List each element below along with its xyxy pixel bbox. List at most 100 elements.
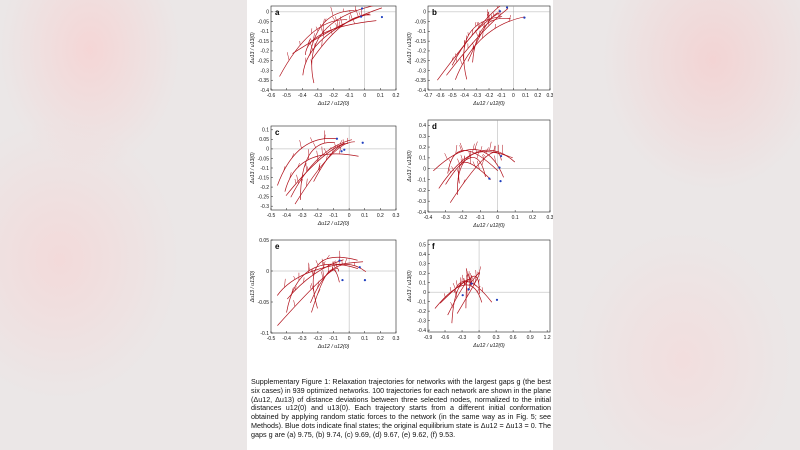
- panel-a: a -0.6 -0.5 -0.4 -0.3 -0.2 -0.1 0 0.1 0.2 0 -0.05 -0…: [250, 0, 400, 107]
- y-tick-label: 0: [423, 290, 426, 296]
- trajectory-curve: [276, 261, 364, 296]
- trajectory-spur: [492, 12, 495, 16]
- x-tick-label: 0: [512, 93, 515, 99]
- trajectory-spur: [493, 145, 496, 153]
- panel-b: b-0.7 -0.6 -0.5 -0.4 -0.3 -0.2 -0.1 0 0.1 0.2 0.30…: [407, 5, 553, 107]
- y-tick-label: -0.05: [258, 19, 270, 25]
- trajectory-spur: [325, 155, 328, 161]
- trajectory-spur: [474, 141, 478, 150]
- trajectory-spur: [335, 23, 338, 29]
- y-tick-label: -0.4: [417, 88, 426, 94]
- y-tick-label: 0: [423, 167, 426, 173]
- trajectory-spur: [326, 254, 330, 260]
- y-tick-label: -0.15: [415, 39, 427, 45]
- y-tick-label: -0.15: [258, 39, 270, 45]
- y-tick-label: -0.15: [258, 175, 270, 181]
- trajectory-spur: [322, 30, 325, 39]
- y-tick-label: -0.4: [260, 88, 269, 94]
- y-tick-label: -0.2: [417, 188, 426, 194]
- x-tick-label: 0.2: [377, 336, 384, 342]
- x-tick-label: -0.9: [424, 335, 433, 341]
- trajectory-spur: [322, 269, 324, 278]
- trajectory-spur: [451, 166, 455, 172]
- final-state-dot: [470, 282, 473, 285]
- x-axis-label: Δu12 / u12(0): [472, 223, 505, 229]
- x-axis-label: Δu12 / u12(0): [317, 221, 350, 227]
- trajectory-spur: [301, 178, 303, 184]
- y-axis-label: Δu13 / u13(0): [407, 32, 413, 65]
- trajectory-curve: [445, 157, 486, 185]
- trajectory-curve: [463, 16, 503, 80]
- final-state-dot: [341, 278, 344, 282]
- trajectory-curve: [453, 281, 493, 303]
- panel-d: d -0.4 -0.3 -0.2 -0.1 0 0.1 0.2 0.3 0.4 0.3 0.2 0.1 0…: [407, 119, 553, 229]
- x-tick-label: -0.5: [448, 93, 457, 99]
- x-tick-label: 0.9: [527, 335, 534, 341]
- trajectory-spur: [463, 156, 465, 160]
- trajectory-spur: [455, 53, 458, 63]
- x-tick-label: -0.4: [282, 336, 291, 342]
- trajectory-spur: [294, 286, 297, 291]
- trajectory-curve: [277, 268, 339, 326]
- final-state-dot: [361, 141, 364, 144]
- trajectory-spur: [283, 166, 286, 172]
- y-axis-label: Δu13 / u13(0): [407, 270, 413, 303]
- final-state-dot: [335, 137, 339, 140]
- trajectory-spur: [355, 9, 359, 18]
- x-tick-label: 0.1: [512, 215, 519, 221]
- y-tick-label: -0.3: [417, 318, 426, 324]
- x-tick-label: 0.2: [529, 215, 536, 221]
- trajectory-bundle: [277, 130, 364, 205]
- panel-label: c: [275, 128, 280, 137]
- trajectory-spur: [470, 273, 472, 278]
- y-tick-label: -0.05: [258, 156, 270, 162]
- trajectory-spur: [496, 6, 498, 9]
- trajectory-spur: [469, 156, 471, 164]
- trajectory-spur: [314, 43, 316, 48]
- trajectory-spur: [323, 148, 328, 154]
- trajectory-curve: [300, 142, 335, 200]
- trajectory-spur: [339, 139, 343, 144]
- final-state-dot: [358, 0, 360, 2]
- background-right: [553, 0, 800, 450]
- y-tick-label: 0.3: [419, 134, 426, 140]
- trajectory-bundle: [437, 6, 526, 81]
- y-tick-label: 0.05: [259, 238, 269, 244]
- x-tick-label: 0.2: [393, 93, 400, 99]
- x-tick-label: 0.1: [361, 336, 368, 342]
- x-tick-label: -0.3: [314, 93, 323, 99]
- x-tick-label: 1.2: [544, 335, 551, 341]
- panel-label: f: [432, 242, 435, 251]
- trajectory-spur: [305, 163, 308, 172]
- trajectory-spur: [293, 300, 296, 307]
- trajectory-spur: [460, 158, 463, 166]
- trajectory-spur: [475, 22, 477, 27]
- final-state-dot: [359, 15, 363, 18]
- y-tick-label: -0.4: [417, 210, 426, 216]
- final-state-dot: [343, 148, 346, 151]
- y-tick-label: 0.1: [262, 128, 269, 134]
- y-tick-label: 0: [266, 147, 269, 153]
- trajectory-curve: [457, 151, 513, 195]
- trajectory-spur: [349, 10, 353, 20]
- y-tick-label: -0.1: [417, 29, 426, 35]
- x-tick-label: -0.6: [436, 93, 445, 99]
- x-tick-label: -0.3: [458, 335, 467, 341]
- panel-label: b: [432, 8, 437, 17]
- y-tick-label: -0.3: [260, 68, 269, 74]
- trajectory-spur: [313, 33, 315, 40]
- trajectory-spur: [294, 178, 297, 184]
- y-tick-label: -0.05: [258, 300, 270, 306]
- y-tick-label: 0.05: [259, 137, 269, 143]
- trajectory-spur: [461, 274, 463, 282]
- trajectory-spur: [465, 274, 468, 282]
- trajectory-curve: [286, 259, 344, 300]
- trajectory-spur: [309, 285, 312, 290]
- y-tick-label: -0.3: [260, 204, 269, 210]
- trajectory-spur: [475, 272, 479, 277]
- trajectory-spur: [448, 158, 451, 163]
- trajectory-spur: [456, 168, 459, 174]
- trajectory-spur: [482, 153, 486, 158]
- x-tick-label: 0.2: [534, 93, 541, 99]
- x-tick-label: -0.5: [267, 336, 276, 342]
